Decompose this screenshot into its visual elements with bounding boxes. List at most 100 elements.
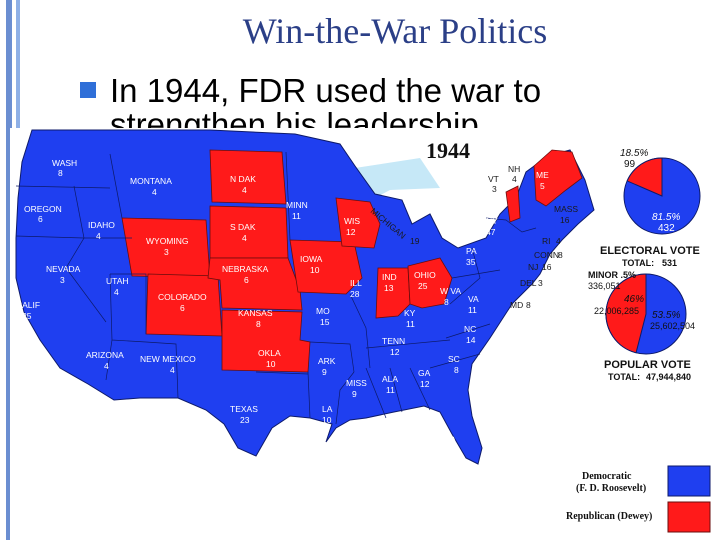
state-ev-fla: 8 [456, 448, 461, 458]
state-label-iowa: IOWA [300, 254, 323, 264]
state-label-ga: GA [418, 368, 431, 378]
state-label-md: MD [510, 300, 523, 310]
state-label-utah: UTAH [106, 276, 129, 286]
state-ev-n-dak: 4 [242, 185, 247, 195]
electoral-pie [623, 157, 701, 235]
state-label-arizona: ARIZONA [86, 350, 124, 360]
state-label-okla: OKLA [258, 348, 281, 358]
state-shape-me [533, 149, 583, 207]
state-label-nc: NC [464, 324, 476, 334]
state-ev-del: 3 [538, 278, 543, 288]
state-label-nevada: NEVADA [46, 264, 81, 274]
state-ev-michigan: 19 [410, 236, 420, 246]
state-label-wash: WASH [52, 158, 77, 168]
state-ev-kansas: 8 [256, 319, 261, 329]
state-ev-s-dak: 4 [242, 233, 247, 243]
bullet-line-clipped: strengthen his leadership [110, 112, 570, 128]
state-ev-ky: 11 [406, 319, 415, 329]
state-ev-vt: 3 [492, 184, 497, 194]
state-shape-n-dak [209, 149, 287, 205]
state-label-la: LA [322, 404, 333, 414]
slide-title: Win-the-War Politics [242, 11, 548, 51]
state-label-new-mexico: NEW MEXICO [140, 354, 196, 364]
state-ev-new-mexico: 4 [170, 365, 175, 375]
state-ev-nc: 14 [466, 335, 476, 345]
electoral-total-label: TOTAL: [622, 258, 654, 268]
bullet-square-icon [80, 82, 96, 98]
popular-total-label: TOTAL: [608, 372, 640, 382]
popular-rep-pct: 46% [624, 294, 644, 305]
popular-dem-pct: 53.5% [652, 310, 680, 321]
election-map-svg: 19 4 4 WASH 8 OREGON 6 CALIF 25 IDAHO 4 NE… [15, 129, 711, 533]
state-label-ny: NY [486, 216, 498, 226]
state-label-idaho: IDAHO [88, 220, 115, 230]
state-shape-ind [375, 267, 411, 319]
electoral-dem-votes: 432 [658, 223, 675, 234]
legend-dem-label: Democratic [582, 471, 632, 482]
state-ev-conn: 8 [558, 250, 563, 260]
state-label-del: DEL [520, 278, 537, 288]
state-ev-mo: 15 [320, 317, 330, 327]
state-ev-oregon: 6 [38, 214, 43, 224]
state-label-texas: TEXAS [230, 404, 258, 414]
electoral-dem-pct: 81.5% [652, 212, 680, 223]
state-ev-wyoming: 3 [164, 247, 169, 257]
state-ev-nebraska: 6 [244, 275, 249, 285]
state-label-me: ME [536, 170, 549, 180]
popular-heading: POPULAR VOTE [604, 359, 691, 371]
state-shape-s-dak [209, 205, 289, 259]
state-label-calif: CALIF [16, 300, 40, 310]
popular-pie [605, 273, 687, 355]
popular-pie-rep-slice [605, 273, 647, 354]
state-ev-nj: 16 [542, 262, 552, 272]
popular-minor-votes: 336,051 [588, 281, 621, 291]
electoral-pie-rep-slice [626, 157, 663, 197]
state-ev-montana: 4 [152, 187, 157, 197]
bullet-text-clipped: strengthen his leadership [110, 112, 479, 128]
popular-dem-votes: 25,602,504 [650, 321, 695, 331]
state-ev-me: 5 [540, 181, 545, 191]
state-shape-wis [335, 197, 381, 249]
legend-dem-swatch [667, 465, 711, 497]
state-label-ill: ILL [350, 278, 362, 288]
state-ev-ill: 28 [350, 289, 360, 299]
state-label-miss: MISS [346, 378, 367, 388]
electoral-rep-votes: 99 [624, 159, 636, 170]
state-ev-arizona: 4 [104, 361, 109, 371]
popular-total: 47,944,840 [646, 372, 691, 382]
state-ev-mass: 16 [560, 215, 570, 225]
state-shape-nebraska [207, 257, 303, 311]
state-label-ky: KY [404, 308, 416, 318]
state-ev-texas: 23 [240, 415, 250, 425]
state-label-wyoming: WYOMING [146, 236, 189, 246]
state-ev-calif: 25 [22, 311, 32, 321]
popular-minor-label: MINOR .5% [588, 270, 636, 280]
state-label-va: VA [468, 294, 479, 304]
state-ev-wash: 8 [58, 168, 63, 178]
state-ev-ala: 11 [386, 385, 395, 395]
bullet-text: In 1944, FDR used the war to [110, 72, 542, 109]
state-ev-sc: 8 [454, 365, 459, 375]
state-ev-ny: 47 [486, 227, 496, 237]
state-label-minn: MINN [286, 200, 308, 210]
state-ev-wis: 12 [346, 227, 356, 237]
state-label-sc: SC [448, 354, 460, 364]
state-label-ohio: OHIO [414, 270, 436, 280]
state-label-pa: PA [466, 246, 477, 256]
state-ev-pa: 35 [466, 257, 476, 267]
state-label-colorado: COLORADO [158, 292, 207, 302]
state-label-mo: MO [316, 306, 330, 316]
state-ev-okla: 10 [266, 359, 276, 369]
state-ev-la: 10 [322, 415, 332, 425]
state-label-wis: WIS [344, 216, 360, 226]
state-label-tenn: TENN [382, 336, 405, 346]
state-ev-nevada: 3 [60, 275, 65, 285]
state-label-s-dak: S DAK [230, 222, 256, 232]
state-label-oregon: OREGON [24, 204, 62, 214]
popular-rep-votes: 22,006,285 [594, 306, 639, 316]
state-ev-colorado: 6 [180, 303, 185, 313]
state-label-kansas: KANSAS [238, 308, 273, 318]
state-label-ri: RI [542, 236, 551, 246]
state-ev-minn: 11 [292, 211, 301, 221]
state-borders [15, 151, 537, 425]
